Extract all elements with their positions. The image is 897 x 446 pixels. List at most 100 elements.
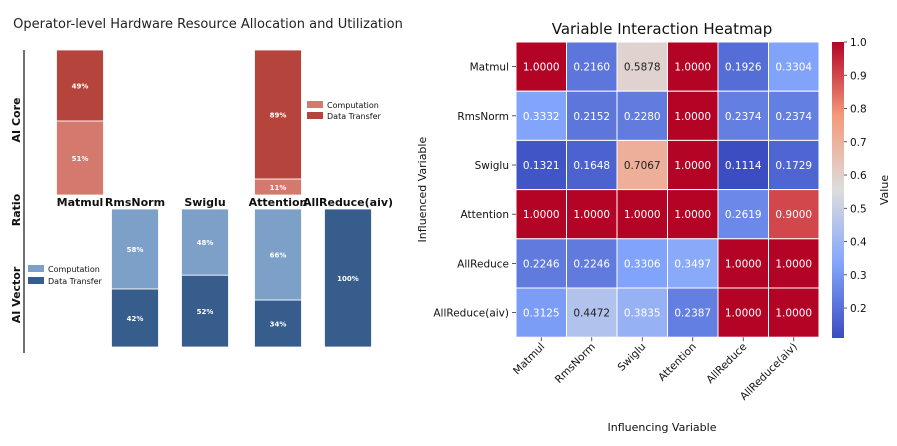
bar-core-computation <box>254 178 302 196</box>
legend-label-vector: Data Transfer <box>48 277 103 286</box>
data-label: 100% <box>337 275 359 283</box>
cell-value-label: 0.1926 <box>725 62 762 74</box>
heatmap-title: Variable Interaction Heatmap <box>552 20 773 38</box>
cell-value-label: 1.0000 <box>775 308 812 320</box>
data-label: 48% <box>197 239 214 247</box>
cell-value-label: 1.0000 <box>674 209 711 221</box>
heatmap-cell <box>616 189 668 240</box>
colorbar-tick-label: 0.5 <box>850 203 867 215</box>
colorbar-label: Value <box>878 175 891 205</box>
cell-value-label: 1.0000 <box>624 209 661 221</box>
data-label: 89% <box>270 112 287 120</box>
heatmap-cell <box>667 287 719 338</box>
cell-value-label: 1.0000 <box>523 62 560 74</box>
bar-vector-data-transfer <box>324 208 372 348</box>
cell-value-label: 0.3125 <box>523 308 560 320</box>
heatmap-cell <box>667 90 719 141</box>
heatmap-cell <box>667 41 719 92</box>
cell-value-label: 0.1729 <box>775 160 812 172</box>
heatmap-cell <box>768 139 820 191</box>
category-label: Matmul <box>57 196 104 209</box>
cell-value-label: 1.0000 <box>725 308 762 320</box>
heatmap-cell <box>768 189 820 240</box>
data-label: 51% <box>72 155 89 163</box>
heatmap-panel: Variable Interaction Heatmap 1.0000 0.2160… <box>410 0 897 442</box>
group-label-ai-core: AI Core <box>10 98 23 143</box>
legend-swatch-vector <box>28 265 44 272</box>
category-label: Attention <box>249 196 308 209</box>
y-tick-label: Swiglu <box>475 160 509 172</box>
y-tick-label: Attention <box>461 209 509 221</box>
heatmap-cell <box>515 238 567 289</box>
data-label: 11% <box>270 184 287 192</box>
y-tick-label: Matmul <box>470 62 509 74</box>
bar-vector-data-transfer <box>181 274 229 348</box>
bar-core-computation <box>56 120 104 196</box>
cell-value-label: 0.1321 <box>523 160 560 172</box>
category-label: Swiglu <box>184 196 225 209</box>
cell-value-label: 0.2374 <box>775 111 812 123</box>
data-label: 58% <box>127 246 144 254</box>
cell-value-label: 0.2246 <box>573 258 610 270</box>
cell-value-label: 0.7067 <box>624 160 661 172</box>
x-axis-label: Influencing Variable <box>608 421 717 434</box>
cell-value-label: 0.3306 <box>624 258 661 270</box>
cell-value-label: 0.2387 <box>674 308 711 320</box>
data-label: 42% <box>127 315 144 323</box>
category-label: AllReduce(aiv) <box>303 196 393 209</box>
chart-title: Operator-level Hardware Resource Allocat… <box>13 17 403 32</box>
heatmap-cell <box>717 238 769 289</box>
bar-vector-computation <box>254 208 302 301</box>
cell-value-label: 0.3497 <box>674 258 711 270</box>
x-tick-label: Swiglu <box>616 341 649 374</box>
legend-label-core: Data Transfer <box>327 112 382 121</box>
heatmap-cell <box>717 287 769 338</box>
cell-value-label: 1.0000 <box>674 160 711 172</box>
cell-value-label: 1.0000 <box>725 258 762 270</box>
cell-value-label: 0.5878 <box>624 62 661 74</box>
bar-vector-computation <box>181 208 229 276</box>
x-tick-label: Attention <box>656 341 699 384</box>
heatmap-cell <box>515 189 567 240</box>
colorbar-tick-label: 0.7 <box>850 137 867 149</box>
legend-label-vector: Computation <box>48 265 100 274</box>
x-tick-label: AllReduce <box>704 341 749 386</box>
bar-vector-data-transfer <box>111 288 159 348</box>
heatmap-cell <box>616 139 668 191</box>
colorbar-tick-label: 0.9 <box>850 70 867 82</box>
data-label: 34% <box>270 321 287 329</box>
y-axis-label: Influenced Variable <box>416 137 429 243</box>
bar-vector-computation <box>111 208 159 290</box>
cell-value-label: 1.0000 <box>674 62 711 74</box>
colorbar-tick-label: 1.0 <box>850 37 867 49</box>
category-label: RmsNorm <box>105 196 165 209</box>
colorbar-tick-label: 0.6 <box>850 170 867 182</box>
legend-swatch-core <box>307 112 323 119</box>
colorbar-tick-label: 0.4 <box>850 237 867 249</box>
colorbar-tick-label: 0.2 <box>850 303 867 315</box>
heatmap-cell <box>566 139 618 191</box>
cell-value-label: 0.2246 <box>523 258 560 270</box>
data-label: 49% <box>72 83 89 91</box>
cell-value-label: 1.0000 <box>775 258 812 270</box>
heatmap-cell <box>768 238 820 289</box>
x-tick-label: Matmul <box>511 341 547 377</box>
legend-swatch-core <box>307 101 323 108</box>
heatmap-cell <box>515 287 567 338</box>
cell-value-label: 0.3332 <box>523 111 560 123</box>
cell-value-label: 0.4472 <box>573 308 610 320</box>
legend-swatch-vector <box>28 277 44 284</box>
cell-value-label: 0.2374 <box>725 111 762 123</box>
cell-value-label: 0.3835 <box>624 308 661 320</box>
y-tick-label: RmsNorm <box>457 111 509 123</box>
heatmap-chart: Variable Interaction Heatmap 1.0000 0.2160… <box>416 20 891 434</box>
bar-vector-data-transfer <box>254 299 302 348</box>
y-tick-label: AllReduce <box>457 258 509 270</box>
cell-value-label: 1.0000 <box>523 209 560 221</box>
group-label-ai-vector: AI Vector <box>10 266 23 323</box>
cell-value-label: 0.2280 <box>624 111 661 123</box>
cell-value-label: 0.2160 <box>573 62 610 74</box>
stacked-bar-panel: Operator-level Hardware Resource Allocat… <box>0 0 410 442</box>
cell-value-label: 0.9000 <box>775 209 812 221</box>
cell-value-label: 0.2619 <box>725 209 762 221</box>
